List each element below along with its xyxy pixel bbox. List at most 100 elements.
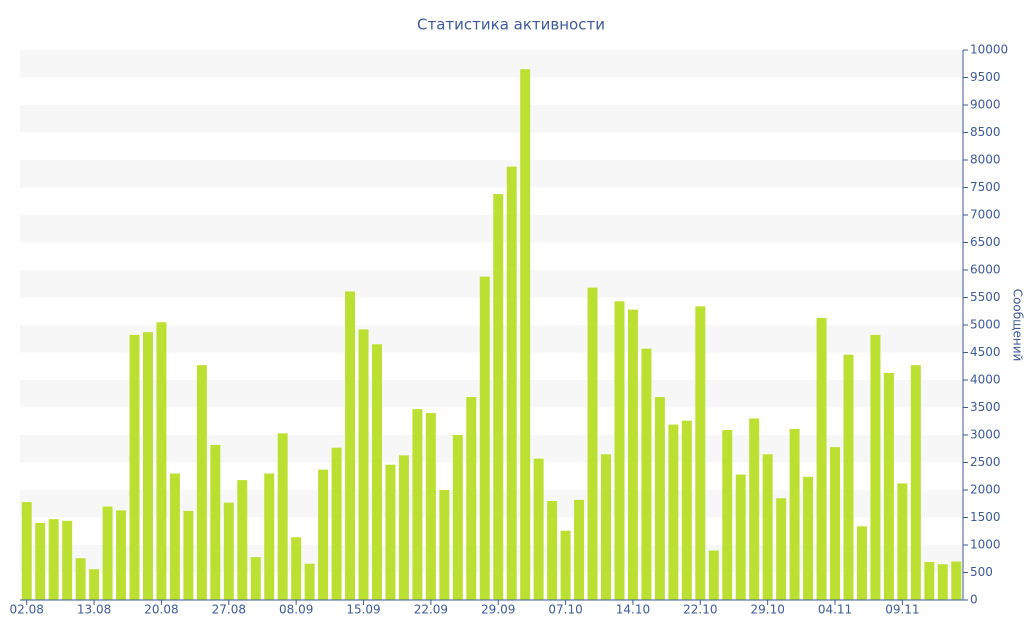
y-tick-label: 0 xyxy=(970,593,978,607)
bar xyxy=(493,194,504,600)
bar xyxy=(506,166,517,600)
bar xyxy=(196,365,207,600)
y-tick-label: 10000 xyxy=(970,43,1008,57)
bar xyxy=(574,499,585,600)
bar xyxy=(129,334,140,600)
bar xyxy=(331,447,342,600)
y-tick-label: 1000 xyxy=(970,538,1001,552)
x-tick-label: 27.08 xyxy=(212,603,246,617)
bar xyxy=(425,413,436,600)
y-tick-label: 3500 xyxy=(970,400,1001,414)
bar xyxy=(223,502,234,600)
y-tick-label: 2500 xyxy=(970,455,1001,469)
bar xyxy=(735,474,746,600)
bar xyxy=(897,483,908,600)
bar xyxy=(345,291,356,600)
bar xyxy=(601,454,611,600)
bar xyxy=(533,458,544,600)
y-tick-label: 4500 xyxy=(970,345,1001,359)
bar xyxy=(479,276,490,600)
bar xyxy=(803,476,814,600)
bar xyxy=(843,354,854,600)
bar xyxy=(237,480,248,600)
grid-band xyxy=(20,270,963,298)
bar xyxy=(277,433,288,600)
x-tick-label: 04.11 xyxy=(818,603,852,617)
y-tick-label: 9500 xyxy=(970,70,1001,84)
y-tick-label: 4000 xyxy=(970,373,1001,387)
bar xyxy=(668,424,679,600)
bar xyxy=(641,348,652,600)
bar xyxy=(776,498,787,600)
grid-band xyxy=(20,160,963,188)
x-tick-label: 09.11 xyxy=(885,603,919,617)
x-tick-label: 14.10 xyxy=(616,603,650,617)
bar xyxy=(816,317,827,600)
bar xyxy=(681,420,692,600)
bar xyxy=(116,510,127,600)
bar xyxy=(398,455,409,600)
bar xyxy=(264,473,275,600)
y-tick-label: 8500 xyxy=(970,125,1001,139)
bar xyxy=(210,444,221,600)
y-axis-label: Сообщений xyxy=(1011,289,1024,362)
bar xyxy=(789,428,800,600)
chart-title: Статистика активности xyxy=(417,16,605,34)
bar xyxy=(183,510,194,600)
y-tick-label: 3000 xyxy=(970,428,1001,442)
x-tick-label: 08.09 xyxy=(279,603,313,617)
bar xyxy=(883,372,894,600)
bar xyxy=(951,561,962,600)
y-tick-label: 7000 xyxy=(970,208,1001,222)
bar xyxy=(547,501,558,600)
bar xyxy=(924,562,935,600)
bar xyxy=(627,309,638,600)
x-tick-label: 29.09 xyxy=(481,603,515,617)
bar xyxy=(412,409,423,600)
bar xyxy=(89,569,100,600)
bar xyxy=(291,537,302,600)
bar xyxy=(318,469,329,600)
bar xyxy=(708,550,719,600)
x-tick-label: 15.09 xyxy=(346,603,380,617)
grid-band xyxy=(20,435,963,463)
x-tick-label: 20.08 xyxy=(144,603,178,617)
bar xyxy=(614,301,625,600)
grid-band xyxy=(20,50,963,78)
y-tick-label: 8000 xyxy=(970,153,1001,167)
bar xyxy=(830,447,841,600)
bar xyxy=(372,344,382,600)
y-tick-label: 5000 xyxy=(970,318,1001,332)
bar xyxy=(695,306,706,600)
bar xyxy=(870,334,881,600)
bar xyxy=(587,287,598,600)
bar xyxy=(35,523,46,600)
grid-band xyxy=(20,380,963,408)
bar xyxy=(910,365,921,600)
bar xyxy=(48,519,59,600)
bar xyxy=(21,502,32,600)
x-tick-label: 02.08 xyxy=(10,603,44,617)
y-tick-label: 6000 xyxy=(970,263,1001,277)
bar xyxy=(304,563,315,600)
y-tick-label: 7500 xyxy=(970,180,1001,194)
y-tick-label: 6500 xyxy=(970,235,1001,249)
bar xyxy=(142,332,153,600)
bar xyxy=(358,329,369,600)
bar xyxy=(439,490,450,600)
y-tick-label: 500 xyxy=(970,565,993,579)
bar xyxy=(156,322,167,600)
bar xyxy=(169,473,180,600)
bar xyxy=(937,564,948,600)
bar xyxy=(250,557,261,600)
y-tick-label: 5500 xyxy=(970,290,1001,304)
bar xyxy=(762,454,773,600)
x-tick-label: 29.10 xyxy=(750,603,784,617)
x-tick-label: 22.10 xyxy=(683,603,717,617)
bar xyxy=(102,506,113,600)
grid-band xyxy=(20,325,963,353)
bar xyxy=(75,558,86,600)
x-tick-label: 22.09 xyxy=(414,603,448,617)
x-tick-label: 13.08 xyxy=(77,603,111,617)
